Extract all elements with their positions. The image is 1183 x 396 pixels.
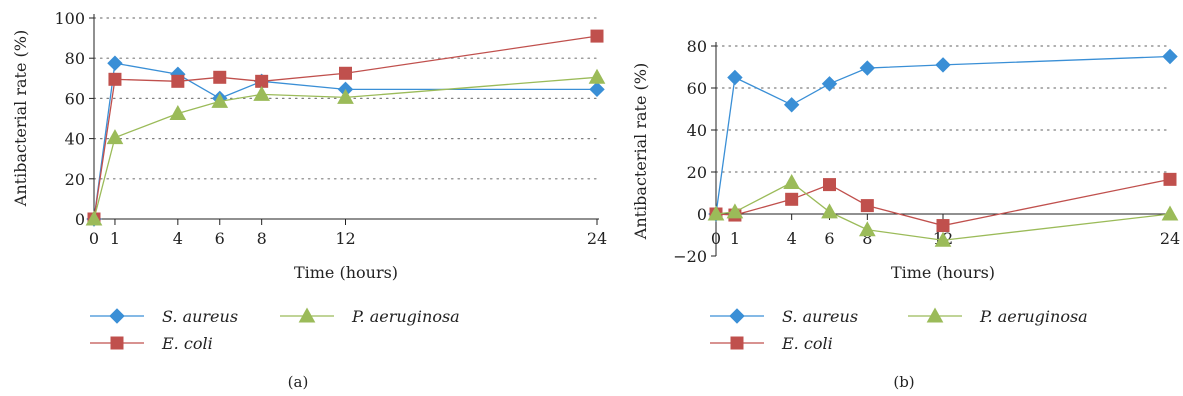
x-tick-label: 6 [824, 229, 834, 248]
data-point [858, 221, 876, 237]
x-tick-label: 1 [110, 229, 120, 248]
panel-label: (a) [288, 373, 309, 391]
y-tick-label: 40 [65, 130, 85, 149]
y-tick-label: 20 [65, 170, 85, 189]
data-point [337, 88, 354, 104]
data-point [821, 203, 838, 219]
data-point [1161, 205, 1179, 221]
legend-label: E. coli [781, 334, 833, 353]
data-point [211, 92, 229, 108]
data-point [588, 68, 606, 84]
data-point [785, 192, 799, 206]
x-tick-label: 0 [89, 229, 99, 248]
series-line [93, 35, 598, 220]
x-tick-label: 8 [257, 229, 267, 248]
legend-label: E. coli [161, 334, 213, 353]
data-point [783, 173, 801, 189]
y-tick-label: 80 [687, 37, 707, 56]
y-tick-label: −20 [673, 247, 707, 266]
data-point [859, 60, 876, 76]
y-tick-label: 100 [54, 9, 85, 28]
legend-label: P. aeruginosa [351, 307, 460, 326]
legend-marker [730, 336, 744, 350]
legend-label: S. aureus [162, 307, 238, 326]
data-point [934, 231, 952, 247]
legend-marker [110, 336, 124, 350]
y-tick-label: 60 [65, 89, 85, 108]
data-point [589, 81, 605, 98]
data-point [727, 69, 743, 86]
x-tick-label: 24 [1160, 229, 1180, 248]
data-point [213, 70, 227, 84]
data-point [107, 55, 123, 71]
x-tick-label: 6 [215, 229, 225, 248]
data-point [85, 210, 103, 226]
y-tick-label: 80 [65, 49, 85, 68]
panel-label: (b) [893, 373, 914, 391]
data-point [823, 178, 836, 192]
data-point [253, 85, 271, 101]
data-point [169, 104, 187, 120]
x-tick-label: 4 [787, 229, 797, 248]
data-point [339, 66, 352, 80]
data-point [1162, 48, 1178, 65]
legend-label: P. aeruginosa [979, 307, 1088, 326]
x-tick-label: 1 [730, 229, 740, 248]
y-tick-label: 0 [697, 205, 707, 224]
legend-marker [298, 307, 316, 323]
legend-label: S. aureus [782, 307, 858, 326]
data-point [590, 29, 604, 43]
chart-b: −20020406080014681224Time (hours)Antibac… [631, 37, 1180, 391]
data-point [1163, 172, 1177, 186]
data-point [707, 205, 725, 221]
data-point [255, 74, 269, 88]
series-line [715, 55, 1171, 215]
data-point [860, 199, 874, 213]
legend-marker [926, 307, 944, 323]
y-tick-label: 60 [687, 79, 707, 98]
data-point [108, 72, 122, 86]
y-tick-label: 40 [687, 121, 707, 140]
x-tick-label: 8 [862, 229, 872, 248]
y-axis-title: Antibacterial rate (%) [11, 30, 30, 207]
y-tick-label: 20 [687, 163, 707, 182]
legend-marker [729, 308, 745, 324]
legend-marker [109, 308, 125, 324]
x-tick-label: 24 [587, 229, 607, 248]
x-axis-title: Time (hours) [891, 263, 995, 282]
data-point [726, 203, 744, 219]
data-point [106, 129, 124, 145]
data-point [935, 57, 951, 73]
data-point [821, 76, 838, 92]
x-tick-label: 12 [335, 229, 355, 248]
data-point [171, 74, 185, 88]
data-point [936, 219, 950, 233]
x-axis-title: Time (hours) [294, 263, 398, 282]
x-tick-label: 4 [173, 229, 183, 248]
data-point [783, 97, 800, 113]
y-tick-label: 0 [75, 210, 85, 229]
y-axis-title: Antibacterial rate (%) [631, 63, 650, 240]
x-tick-label: 0 [711, 229, 721, 248]
